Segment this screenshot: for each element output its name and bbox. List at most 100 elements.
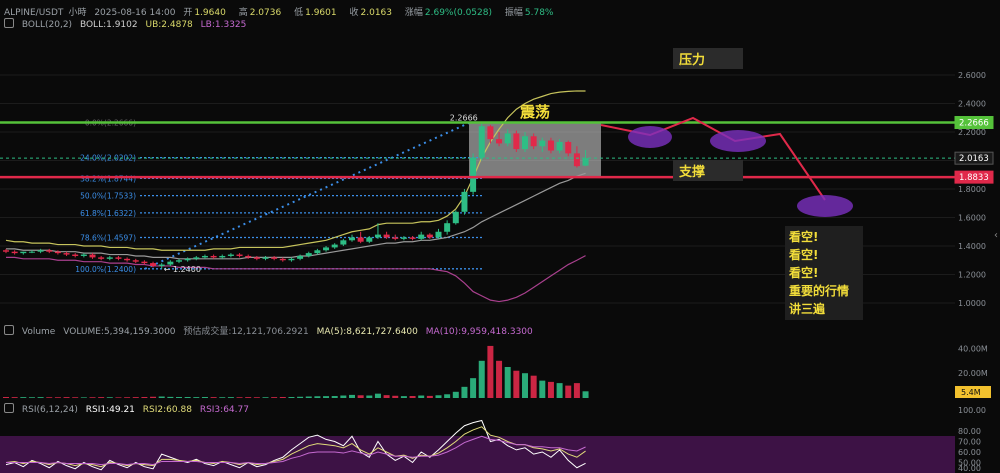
candle-body <box>124 258 131 261</box>
candle-body <box>305 253 312 256</box>
volume-bar <box>452 391 459 398</box>
candle-body <box>288 258 295 261</box>
candle-body <box>106 257 113 259</box>
range-label: 震荡 <box>520 103 550 121</box>
candle-body <box>63 253 70 255</box>
rsi2-value: RSI2:60.88 <box>142 405 192 415</box>
price-tag <box>954 170 994 184</box>
low-value: 低 1.9601 <box>294 8 337 18</box>
candle-body <box>98 257 105 259</box>
support-label: 支撑 <box>673 160 743 181</box>
candle-body <box>20 251 27 254</box>
indicator-settings-icon[interactable] <box>4 18 14 28</box>
volume-bar <box>547 381 554 398</box>
candle-body <box>374 234 381 238</box>
rsi-tick-label: 50.00 <box>958 459 981 468</box>
price-tick-label: 1.6000 <box>958 214 986 223</box>
highlight-ellipse <box>628 126 672 148</box>
volume-header[interactable]: Volume VOLUME:5,394,159.3000 预估成交量:12,12… <box>4 324 538 337</box>
volume-name: Volume <box>21 327 56 337</box>
candle-body <box>470 157 477 192</box>
volume-bar <box>219 397 226 398</box>
volume-bar <box>513 370 520 398</box>
fib-level-label: 100.0%(1.2400) <box>75 265 136 274</box>
volume-bar <box>383 395 390 398</box>
volume-bar <box>158 396 165 398</box>
candle-body <box>487 126 494 140</box>
candle-body <box>167 261 174 265</box>
volume-ma10: MA(10):9,959,418.3300 <box>425 327 533 337</box>
candle-body <box>236 254 243 256</box>
candle-body <box>340 240 347 245</box>
price-tick-label: 1.8000 <box>958 185 986 194</box>
volume-bar <box>46 397 53 398</box>
volume-bar <box>573 383 580 398</box>
candle-body <box>504 133 511 144</box>
ohlc-header: ALPINE/USDT 小時 2025-08-16 14:00 开 1.9640 高… <box>4 5 563 18</box>
volume-settings-icon[interactable] <box>4 325 14 335</box>
candle-body <box>418 234 425 239</box>
candle-body <box>80 254 87 256</box>
volume-bar <box>392 395 399 398</box>
price-tag <box>954 151 994 165</box>
volume-current-label: 5.4M <box>961 388 981 397</box>
volume-bar <box>37 397 44 398</box>
chart-grid <box>0 74 955 304</box>
key-levels[interactable] <box>0 121 955 179</box>
volume-bar <box>487 345 494 398</box>
candle-body <box>383 234 390 238</box>
rsi-settings-icon[interactable] <box>4 403 14 413</box>
volume-bar <box>504 367 511 398</box>
candle-body <box>227 254 234 256</box>
fib-level-label: 78.6%(1.4597) <box>80 233 136 242</box>
chevron-left-icon[interactable]: ‹ <box>994 230 998 241</box>
price-tick-label: 2.4000 <box>958 100 986 109</box>
candle-body <box>54 251 61 254</box>
volume-bar <box>556 383 563 398</box>
candle-body <box>349 237 355 241</box>
candle-body <box>556 141 563 151</box>
volume-bar <box>582 391 589 398</box>
high-marker: 2.2666 <box>450 114 478 123</box>
note-line: 看空! <box>789 248 819 262</box>
projection-path[interactable] <box>600 116 853 217</box>
volume-bar <box>288 397 295 398</box>
volume-bar <box>400 396 407 398</box>
volume-ma5: MA(5):8,621,727.6400 <box>316 327 418 337</box>
rsi-header[interactable]: RSI(6,12,24) RSI1:49.21 RSI2:60.88 RSI3:… <box>4 403 254 415</box>
candle-body <box>530 136 537 147</box>
volume-bar <box>323 396 330 398</box>
rsi3-line <box>6 435 586 466</box>
high-value: 高 2.0736 <box>238 8 282 18</box>
note-line: 讲三遍 <box>789 302 826 316</box>
volume-bar <box>54 397 61 398</box>
price-tag-label: 2.0163 <box>959 154 989 164</box>
volume-bar <box>193 397 200 398</box>
volume-bar <box>522 373 528 398</box>
price-tag-label: 1.8833 <box>959 173 989 183</box>
candle-body <box>89 254 96 258</box>
candle-body <box>461 191 468 212</box>
price-tag-label: 2.2666 <box>959 119 989 129</box>
candle-body <box>582 158 589 166</box>
candle-body <box>176 260 182 262</box>
boll-ub-value: UB:2.4878 <box>145 20 193 30</box>
candle-body <box>271 257 278 259</box>
boll-header[interactable]: BOLL(20,2) BOLL:1.9102 UB:2.4878 LB:1.33… <box>4 18 251 30</box>
price-tick-label: 1.0000 <box>958 299 986 308</box>
rsi-tick-label: 80.00 <box>958 427 981 436</box>
candle-body <box>409 237 416 239</box>
pressure-label: 压力 <box>673 48 743 69</box>
boll-lower-line <box>6 255 586 303</box>
candle-body <box>158 264 165 266</box>
candle-body <box>193 257 200 259</box>
fibonacci-levels[interactable]: 0.0%(2.2666)24.0%(2.0202)38.2%(1.8744)50… <box>75 119 482 274</box>
volume-bar <box>72 397 79 398</box>
volume-bar <box>106 397 113 398</box>
price-axis: 2.60002.40002.20002.00001.80001.60001.40… <box>958 71 986 308</box>
volume-bar <box>227 397 234 398</box>
candle-body <box>37 250 44 252</box>
boll-name: BOLL(20,2) <box>21 20 73 30</box>
